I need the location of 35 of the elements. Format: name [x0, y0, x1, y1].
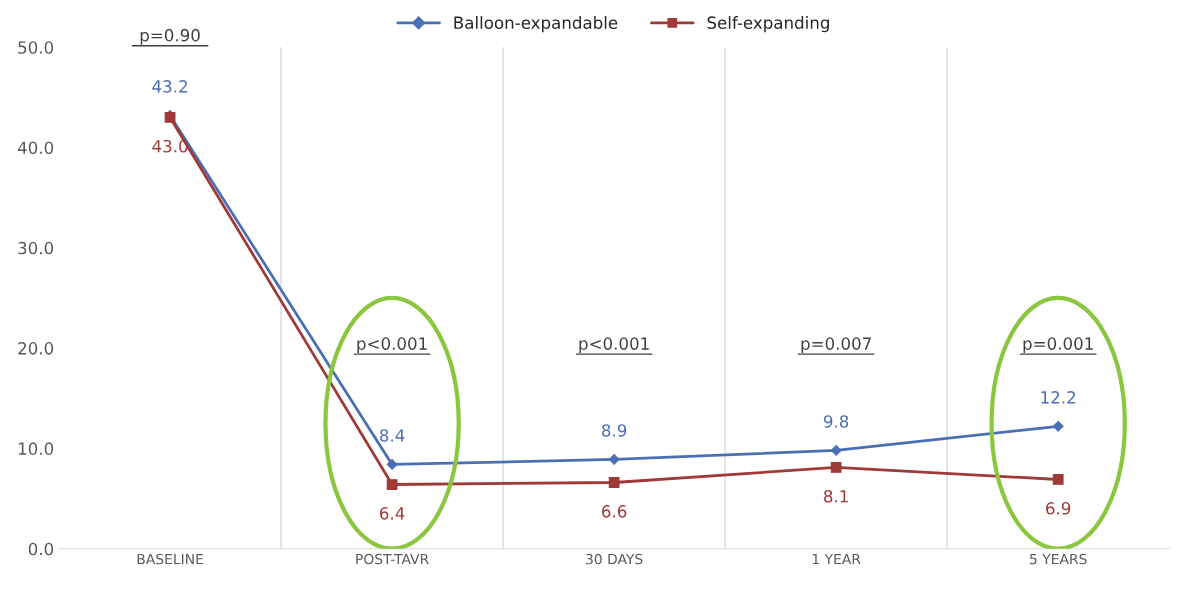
annotation: p=0.007 — [801, 337, 871, 354]
data-label: 6.9 — [1046, 502, 1071, 515]
annotation: p<0.001 — [357, 337, 427, 354]
y-tick-label: 50.0 — [18, 41, 54, 54]
point — [386, 479, 398, 490]
y-tick-label: 0.0 — [28, 542, 54, 556]
y-tick-label: 10.0 — [18, 442, 54, 455]
data-label: 8.9 — [602, 424, 627, 437]
y-tick-label: 40.0 — [17, 141, 54, 155]
point — [608, 477, 620, 488]
data-label: 6.4 — [380, 507, 405, 520]
x-tick-label: 5 YEARS — [1030, 553, 1087, 565]
x-tick-label: 1 YEAR — [812, 553, 861, 565]
point — [1052, 474, 1064, 485]
legend-label: Balloon-expandable — [454, 16, 618, 33]
annotation: p<0.001 — [579, 337, 649, 354]
data-label: 43.2 — [152, 80, 187, 93]
x-tick-label: 30 DAYS — [586, 553, 643, 565]
annotation: p=0.001 — [1023, 337, 1093, 354]
data-label: 9.8 — [823, 415, 849, 428]
point — [608, 454, 620, 465]
text: p=0.90 — [140, 28, 200, 45]
point — [830, 462, 842, 473]
y-tick-label: 30.0 — [18, 241, 54, 255]
data-label: 6.6 — [602, 505, 627, 518]
point — [386, 459, 398, 470]
x-tick-label: BASELINE — [137, 553, 203, 565]
data-label: 8.1 — [824, 489, 848, 503]
point — [830, 444, 842, 456]
legend-label: Self-expanding — [707, 16, 829, 33]
point — [1052, 420, 1064, 432]
x-tick-label: POST-TAVR — [356, 553, 429, 565]
data-label: 12.2 — [1041, 391, 1076, 404]
data-label: 8.4 — [379, 429, 405, 442]
y-tick-label: 20.0 — [18, 342, 54, 355]
